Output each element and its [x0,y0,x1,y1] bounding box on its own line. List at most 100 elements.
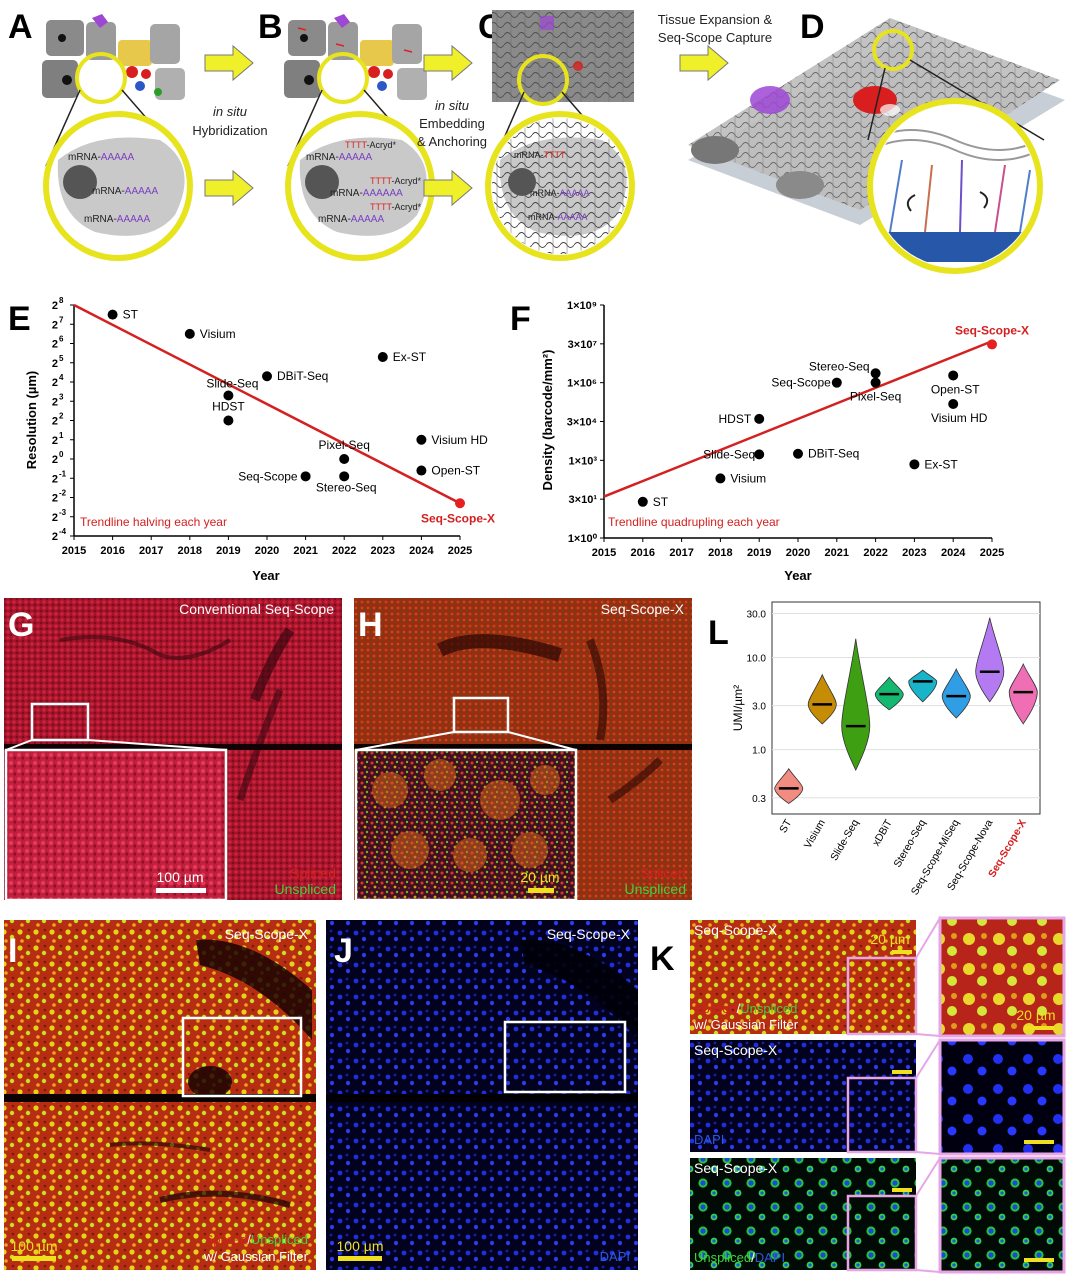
f-x-tick-label: 2017 [669,547,693,559]
e-point [416,434,427,445]
i-legend: Spliced/Unspliced [205,1232,308,1247]
e-y-tick-exponent: -2 [59,489,67,498]
e-point [339,454,350,464]
f-point-label: Visium [730,471,766,485]
e-trendline [73,303,461,505]
e-point [107,309,118,320]
k-row2-legend: DAPI [694,1132,724,1147]
e-point [223,390,234,401]
e-x-axis-label: Year [252,568,279,583]
e-point-label: Visium [200,327,236,341]
e-point [262,371,272,382]
i-scale-bar [12,1256,56,1261]
e-points: ST Visium DBiT-Seq Ex-ST Slide-Seq HDST Visium… [107,308,495,525]
f-y-tick-label: 1×10⁶ [567,378,597,390]
mrna-label: mRNA-AAAAA [84,214,150,225]
h-legend-spliced: Spliced [640,865,686,881]
arrow-a-b: in situ Hybridization [192,44,268,207]
f-point-label: Pixel-Seq [850,390,901,404]
panel-label-b: B [258,8,283,46]
f-point-label: Ex-ST [924,457,958,471]
g-scale-label: 100 µm [157,869,204,885]
f-point-label: Seq-Scope [771,376,831,390]
tissue-cells-a [42,14,185,100]
k-row3-title: Seq-Scope-X [694,1160,778,1176]
panel-label-a: A [8,8,33,46]
h-scale-label: 20 µm [520,869,559,885]
e-point [339,471,350,482]
step-label: Tissue Expansion & [658,12,773,27]
f-point [948,398,959,409]
f-x-tick-label: 2019 [747,547,771,559]
f-point [948,370,959,381]
f-y-tick-label: 1×10⁰ [568,533,598,545]
probe-label: TTTT-Acryd* [345,140,397,150]
panel-i: I Seq-Scope-X 100 µm Spliced/Unspliced w… [4,920,316,1270]
e-x-tick-label: 2016 [100,545,124,557]
e-ticks: 2015 2016 2017 2018 2019 2020 2021 2022 2023 2024… [52,296,472,557]
panel-l-chart: L 30.0 10.0 3.0 1.0 0.3 ST Visium Slide-Seq xDB… [708,601,1041,897]
mrna-label: mRNA-AAAAAA [330,188,403,199]
e-y-tick-exponent: 8 [59,296,64,305]
f-x-tick-label: 2015 [592,547,616,559]
e-point-label: Stereo-Seq [316,480,377,494]
step-label: & Anchoring [417,134,487,149]
e-point-label: Ex-ST [393,350,427,364]
e-y-tick-label: 2 [52,473,58,485]
e-y-tick-exponent: -1 [59,469,67,478]
e-point [223,415,234,426]
panel-a: A mRNA-AAAAA mRNA-AAAAA mRNA-AAAAA [8,8,193,261]
panel-d: D [688,8,1065,274]
f-x-axis-label: Year [784,568,811,583]
e-y-tick-label: 2 [52,319,58,331]
f-trend-label: Trendline quadrupling each year [608,515,780,529]
l-x-tick-label: Stereo-Seq [891,817,928,869]
i-legend-filter: w/ Gaussian Filter [203,1249,309,1264]
l-y-tick-label: 1.0 [752,746,766,757]
h-scale-bar [528,888,554,893]
k-row3-legend: Unspliced/DAPI [694,1250,785,1265]
e-x-tick-label: 2021 [293,545,317,557]
panel-label-g: G [8,606,34,644]
panel-label-l: L [708,614,729,652]
f-point [715,473,726,484]
panel-label-h: H [358,606,383,644]
j-scale-bar [338,1256,382,1261]
e-y-tick-exponent: 0 [59,450,64,459]
e-x-tick-label: 2018 [178,545,202,557]
l-x-labels: ST Visium Slide-Seq xDBiTStereo-SeqSeq-Scop… [777,817,1029,897]
e-x-tick-label: 2025 [448,545,472,557]
step-label: in situ [213,104,247,119]
k-row1-title: Seq-Scope-X [694,922,778,938]
mrna-label: mRNA-AAAAA [92,186,158,197]
e-y-tick-label: 2 [52,358,58,370]
e-point-label: Seq-Scope-X [421,511,495,525]
f-trend-line [603,340,993,498]
f-y-tick-label: 1×10³ [569,455,598,467]
panel-k: K Seq-Scope-X 20 µm Spliced/Unspliced w/… [650,916,1066,1274]
g-title: Conventional Seq-Scope [179,601,334,617]
mrna-label: mRNA-TTTT [514,150,566,160]
j-legend-dapi: DAPI [600,1249,630,1264]
e-y-axis-label: Resolution (µm) [24,371,39,469]
panel-label-i: I [8,932,17,970]
l-ticks: 30.0 10.0 3.0 1.0 0.3 [747,610,767,805]
l-violin [841,638,871,771]
h-legend-unspliced: Unspliced [625,881,686,897]
g-legend-spliced: Spliced [290,865,336,881]
f-x-tick-label: 2022 [863,547,887,559]
e-trend-label: Trendline halving each year [80,515,227,529]
e-y-tick-exponent: 4 [59,373,64,382]
panel-label-e: E [8,300,31,338]
step-label: Embedding [419,116,485,131]
e-y-tick-exponent: 2 [59,412,64,421]
panel-label-j: J [334,932,353,970]
panel-f-chart: F 2015 2016 2017 2018 2019 2020 2021 2022 2023 20… [510,300,1029,583]
e-y-tick-label: 2 [52,493,58,505]
e-point-label: ST [123,308,139,322]
l-violins [774,617,1038,804]
panel-label-f: F [510,300,531,338]
e-y-tick-exponent: -4 [59,527,67,536]
l-violin [1008,662,1038,725]
f-point-label: Visium HD [931,411,988,425]
